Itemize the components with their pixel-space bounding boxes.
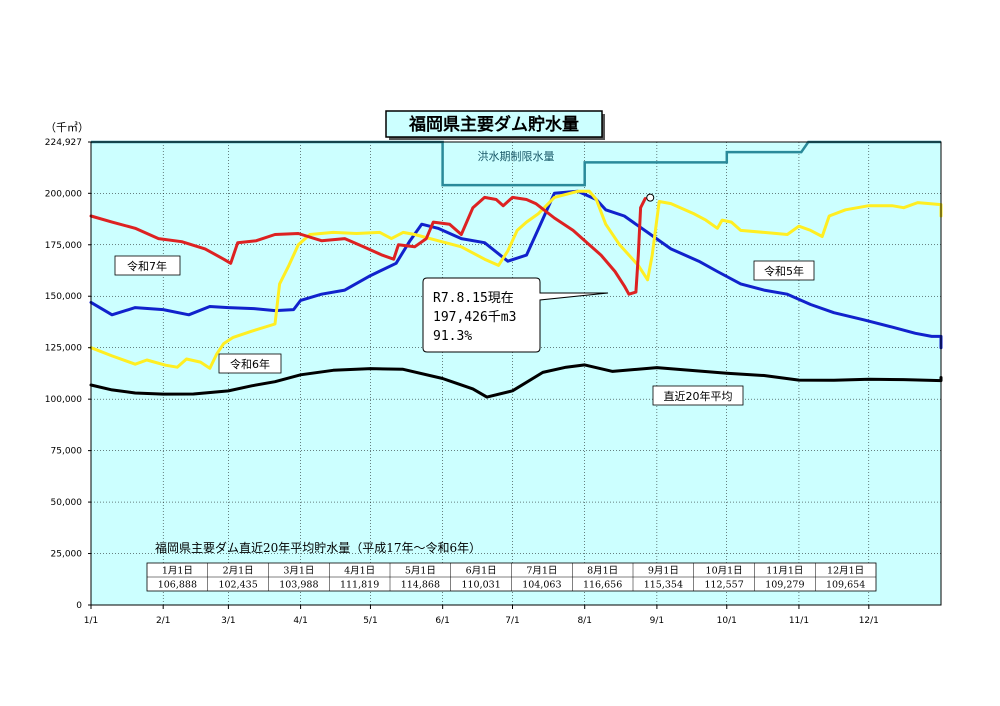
- x-axis-ticks: 1/1 2/1 3/1 4/1 5/1 6/1 7/1 8/1 9/1 10/1 11/1 12/1: [84, 605, 879, 626]
- avg-table-header: 3月1日: [283, 566, 314, 577]
- avg-table-header: 10月1日: [706, 566, 743, 577]
- avg-table-value: 111,819: [340, 580, 379, 591]
- x-tick-label: 1/1: [84, 616, 98, 626]
- avg-table-header: 2月1日: [223, 566, 254, 577]
- label-r7-text: 令和7年: [127, 259, 167, 273]
- y-tick-label: 224,927: [45, 138, 82, 148]
- plot-border: [90, 141, 942, 606]
- label-r6: 令和6年: [218, 353, 282, 374]
- label-avg: 直近20年平均: [652, 385, 744, 406]
- y-tick-label: 125,000: [45, 344, 82, 354]
- y-tick-label: 200,000: [45, 189, 82, 199]
- x-tick-label: 7/1: [505, 616, 519, 626]
- flood-limit-line: [91, 140, 941, 187]
- label-avg-text: 直近20年平均: [664, 389, 733, 403]
- chart-title-box: 福岡県主要ダム貯水量: [385, 110, 605, 140]
- avg-table-header: 12月1日: [827, 566, 864, 577]
- avg-table-header: 4月1日: [344, 566, 375, 577]
- current-point-marker: [646, 193, 655, 202]
- y-tick-label: 150,000: [45, 292, 82, 302]
- current-callout: R7.8.15現在 197,426千m3 91.3%: [422, 277, 609, 353]
- y-tick-label: 50,000: [51, 498, 83, 508]
- x-tick-label: 9/1: [650, 616, 664, 626]
- avg-table-value: 102,435: [218, 580, 257, 591]
- avg-table-header: 7月1日: [526, 566, 557, 577]
- x-tick-label: 11/1: [789, 616, 809, 626]
- x-tick-label: 3/1: [221, 616, 235, 626]
- x-tick-label: 10/1: [717, 616, 737, 626]
- x-tick-label: 12/1: [859, 616, 879, 626]
- label-r7: 令和7年: [114, 255, 181, 276]
- x-tick-label: 6/1: [435, 616, 449, 626]
- y-tick-label: 175,000: [45, 241, 82, 251]
- label-r5: 令和5年: [753, 260, 815, 281]
- series-line-1: [89, 189, 943, 370]
- callout-line-volume: 197,426千m3: [433, 310, 516, 325]
- avg-table-header: 5月1日: [405, 566, 436, 577]
- avg-table-value: 104,063: [522, 580, 561, 591]
- avg-table-value: 109,654: [826, 580, 865, 591]
- flood-limit-path: [91, 140, 941, 187]
- avg-table-value: 115,354: [644, 580, 683, 591]
- y-tick-label: 100,000: [45, 395, 82, 405]
- avg-table-value: 116,656: [583, 580, 622, 591]
- avg-table-value: 103,988: [279, 580, 318, 591]
- x-tick-label: 2/1: [156, 616, 170, 626]
- callout-line-date: R7.8.15現在: [433, 291, 514, 306]
- flood-limit-label: 洪水期制限水量: [478, 149, 555, 163]
- avg-table-header: 11月1日: [766, 566, 803, 577]
- avg-table: 1月1日 2月1日 3月1日 4月1日 5月1日 6月1日 7月1日 8月1日 9月1日 10月1…: [146, 562, 877, 592]
- avg-table-header: 8月1日: [587, 566, 618, 577]
- label-r5-text: 令和5年: [764, 264, 804, 278]
- x-tick-label: 4/1: [293, 616, 307, 626]
- avg-table-header: 6月1日: [466, 566, 497, 577]
- series-line-3: [89, 363, 943, 399]
- chart-title: 福岡県主要ダム貯水量: [408, 114, 579, 135]
- x-tick-label: 5/1: [363, 616, 377, 626]
- unit-label: （千㎥）: [45, 121, 89, 134]
- y-tick-label: 25,000: [51, 550, 83, 560]
- callout-line-percent: 91.3%: [433, 329, 472, 344]
- avg-table-value: 112,557: [704, 580, 743, 591]
- avg-table-value: 114,868: [401, 580, 440, 591]
- avg-table-header: 1月1日: [162, 566, 193, 577]
- y-axis-ticks: 0 25,000 50,000 75,000 100,000 125,000 150,000…: [45, 138, 91, 611]
- avg-table-title: 福岡県主要ダム直近20年平均貯水量（平成17年～令和6年）: [155, 540, 481, 555]
- y-tick-label: 0: [76, 601, 82, 611]
- avg-table-value: 109,279: [765, 580, 804, 591]
- avg-table-value: 110,031: [461, 580, 500, 591]
- series-lines: [89, 189, 943, 399]
- x-tick-label: 8/1: [577, 616, 591, 626]
- avg-table-value: 106,888: [158, 580, 197, 591]
- series-line-0: [89, 195, 647, 296]
- plot-area: [91, 142, 941, 605]
- label-r6-text: 令和6年: [230, 357, 270, 371]
- avg-table-header: 9月1日: [648, 566, 679, 577]
- series-line-2: [89, 189, 943, 350]
- y-tick-label: 75,000: [51, 447, 83, 457]
